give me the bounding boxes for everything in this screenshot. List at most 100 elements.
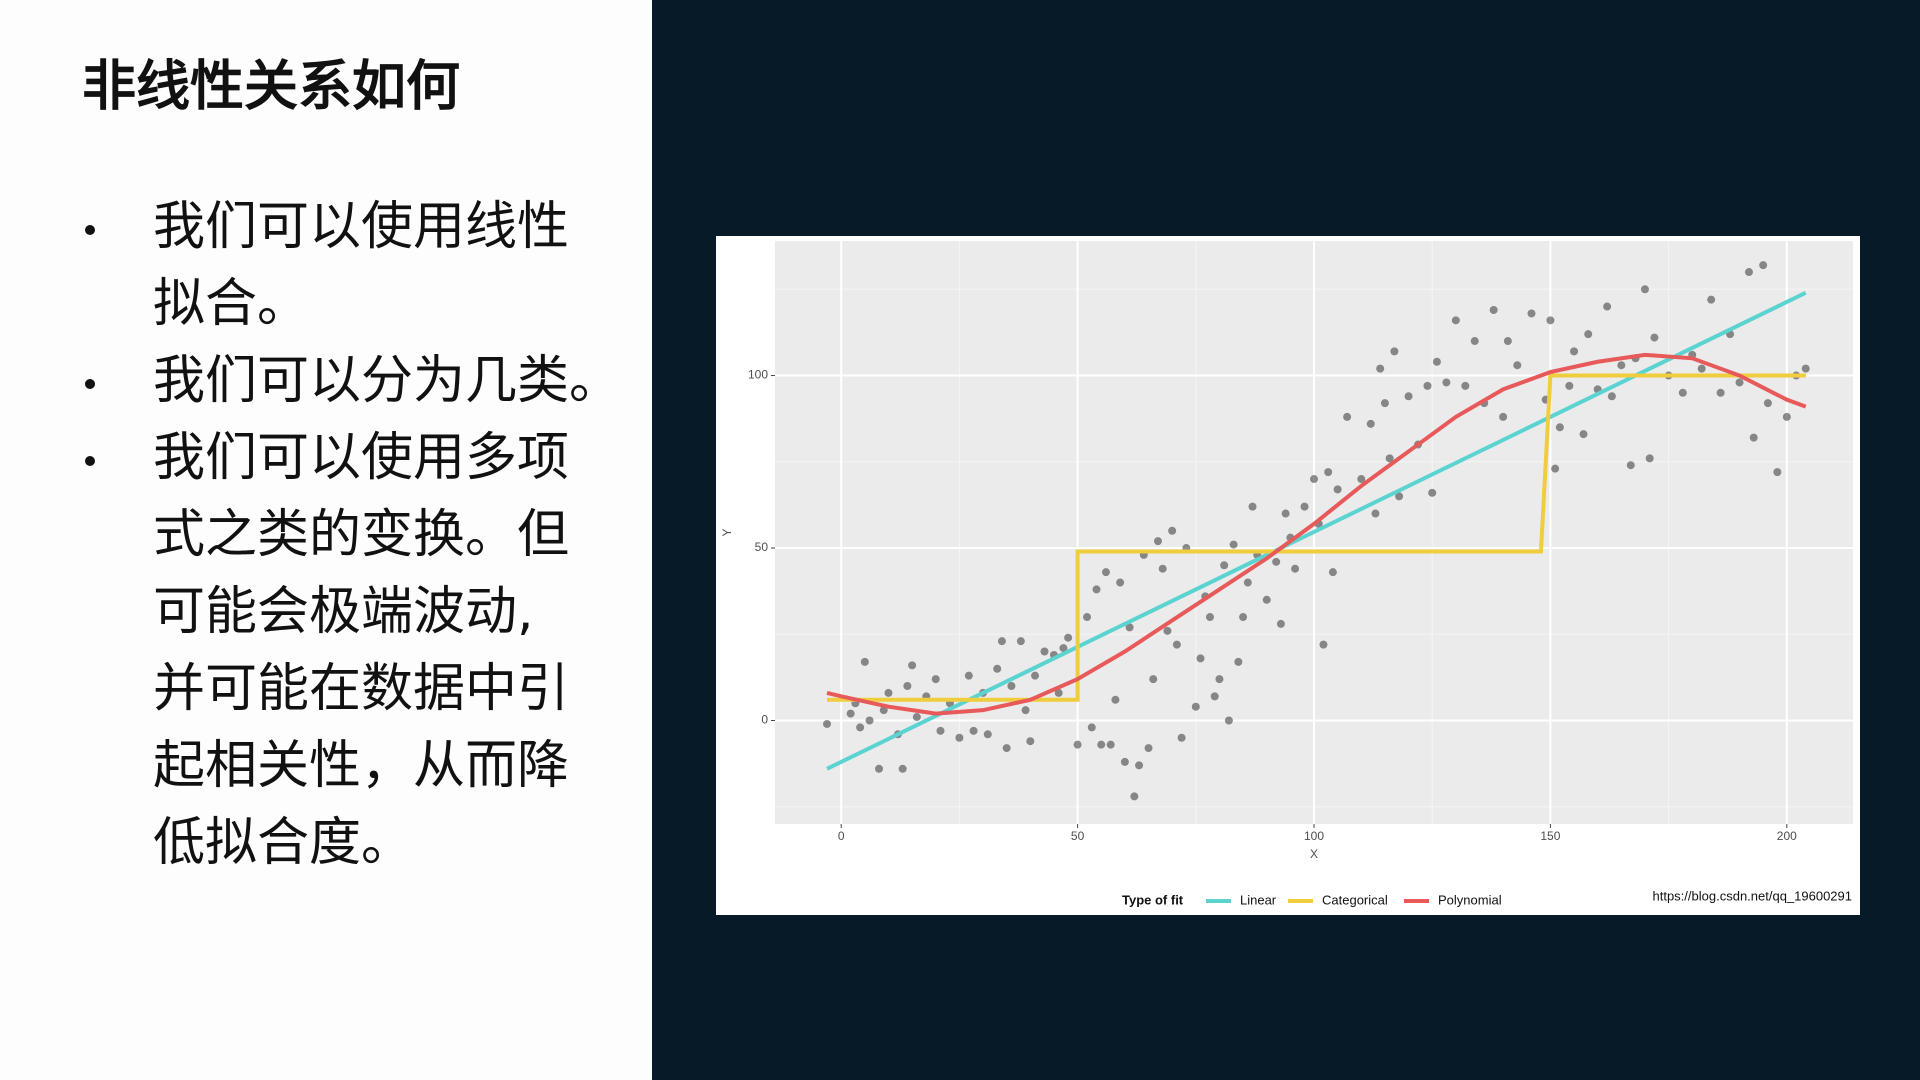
point <box>1551 464 1560 473</box>
point <box>931 675 940 684</box>
y-axis-label: Y <box>720 528 734 536</box>
point <box>1324 468 1333 477</box>
point <box>1116 578 1125 587</box>
point <box>1177 733 1186 742</box>
point <box>1565 381 1574 390</box>
watermark: https://blog.csdn.net/qq_19600291 <box>1653 888 1853 903</box>
point <box>1678 388 1687 397</box>
x-tick-label: 50 <box>1071 829 1085 843</box>
point <box>1135 761 1144 770</box>
point <box>1470 337 1479 346</box>
y-tick-label: 0 <box>761 713 768 727</box>
point <box>1650 333 1659 342</box>
point <box>1584 330 1593 339</box>
point <box>1801 364 1810 373</box>
point <box>1357 475 1366 484</box>
point <box>1310 475 1318 484</box>
point <box>1144 744 1153 753</box>
point <box>1461 381 1470 390</box>
point <box>1092 585 1101 594</box>
point <box>1343 412 1352 421</box>
point <box>1707 295 1716 304</box>
point <box>1262 595 1271 604</box>
point <box>1607 392 1616 401</box>
point <box>1215 675 1224 684</box>
point <box>1735 378 1744 387</box>
point <box>1645 454 1654 463</box>
left-panel <box>0 0 652 1080</box>
point <box>1172 640 1181 649</box>
bullet-dot <box>85 379 95 389</box>
point <box>1097 740 1106 749</box>
point <box>1319 640 1328 649</box>
point <box>1744 268 1753 277</box>
legend-title: Type of fit <box>1122 892 1184 907</box>
bullet-text: 拟合。 <box>153 274 309 334</box>
point <box>1489 305 1498 314</box>
point <box>1579 430 1588 439</box>
point <box>964 671 973 680</box>
point <box>898 764 907 773</box>
point <box>1149 675 1158 684</box>
point <box>1546 316 1555 325</box>
point <box>1380 399 1389 408</box>
point <box>1423 381 1432 390</box>
point <box>1220 561 1229 570</box>
point <box>1120 757 1129 766</box>
bullet-text: 可能会极端波动, <box>153 582 534 642</box>
point <box>1291 564 1300 573</box>
bullet-text: 并可能在数据中引 <box>153 659 569 719</box>
point <box>1158 564 1167 573</box>
point <box>912 713 921 722</box>
point <box>1191 702 1200 711</box>
bullet-text: 式之类的变换。但 <box>153 505 569 565</box>
point <box>1499 412 1508 421</box>
bullet-dot <box>85 225 95 235</box>
bullet-dot <box>85 456 95 466</box>
point <box>1759 261 1768 270</box>
point <box>856 723 865 732</box>
point <box>1555 423 1564 432</box>
point <box>1083 613 1092 622</box>
point <box>1782 412 1791 421</box>
fit-line <box>826 352 1807 716</box>
point <box>1328 568 1337 577</box>
bullet-text: 我们可以分为几类。 <box>153 351 621 411</box>
point <box>1101 568 1110 577</box>
point <box>1603 302 1612 311</box>
point <box>1087 723 1096 732</box>
point <box>1234 657 1243 666</box>
point <box>1451 316 1460 325</box>
legend-label: Linear <box>1240 892 1277 907</box>
point <box>1428 488 1437 497</box>
point <box>936 726 945 735</box>
bullet-text: 起相关性，从而降 <box>153 736 569 796</box>
point <box>1224 716 1233 725</box>
x-tick-label: 200 <box>1777 829 1797 843</box>
point <box>1248 502 1257 511</box>
point <box>875 764 884 773</box>
point <box>1059 644 1068 653</box>
point <box>997 637 1006 646</box>
point <box>1300 502 1309 511</box>
point <box>955 733 964 742</box>
x-tick-label: 100 <box>1304 829 1324 843</box>
point <box>1054 688 1063 697</box>
point <box>1697 364 1706 373</box>
point <box>1773 468 1782 477</box>
point <box>993 664 1002 673</box>
point <box>1527 309 1536 318</box>
y-tick-label: 100 <box>748 368 768 382</box>
point <box>1442 378 1451 387</box>
point <box>1749 433 1758 442</box>
point <box>1239 613 1248 622</box>
point <box>1040 647 1049 656</box>
point <box>1026 737 1035 746</box>
point <box>1031 671 1040 680</box>
point <box>1617 361 1626 370</box>
bullet-text: 低拟合度。 <box>153 813 413 873</box>
legend-label: Polynomial <box>1438 892 1502 907</box>
point <box>865 716 874 725</box>
point <box>1130 792 1139 801</box>
